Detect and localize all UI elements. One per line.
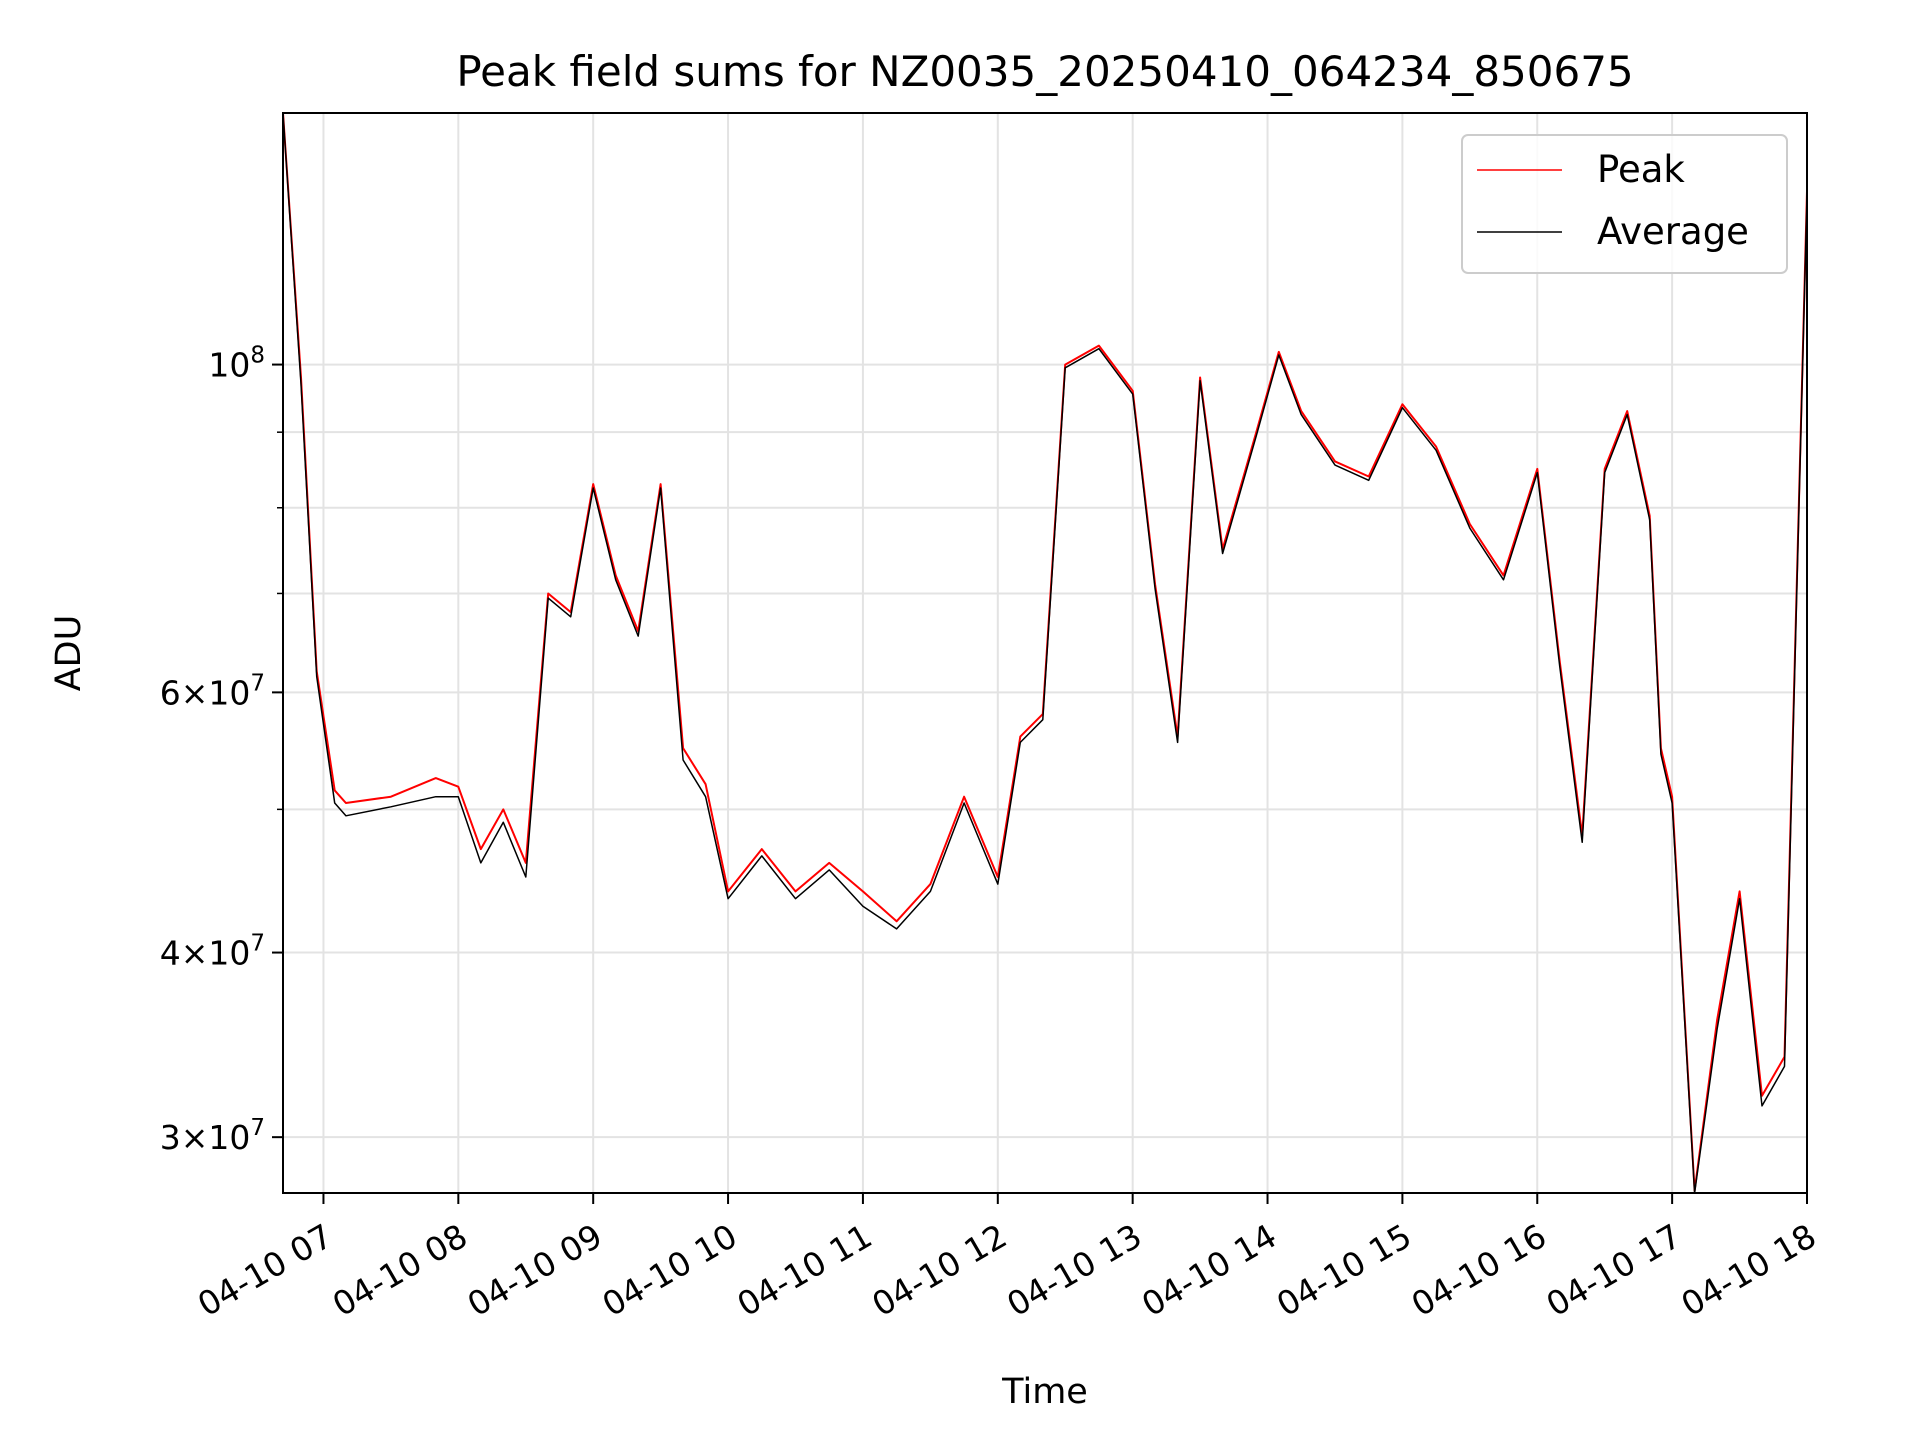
chart-title: Peak field sums for NZ0035_20250410_0642… [456, 47, 1633, 96]
y-tick-label: 3×107 [160, 1115, 265, 1157]
y-axis-title: ADU [49, 615, 89, 692]
legend-peak-label: Peak [1597, 148, 1685, 191]
grid [283, 113, 1807, 1193]
y-tick-label: 4×107 [160, 931, 265, 973]
series-line-average [283, 113, 1807, 1193]
series-group [283, 113, 1807, 1193]
plot-frame [282, 112, 1808, 1194]
legend: Peak Average [1461, 134, 1788, 274]
y-tick-label: 6×107 [160, 670, 265, 712]
x-axis-title: Time [1001, 1372, 1088, 1412]
legend-average-label: Average [1597, 210, 1749, 253]
